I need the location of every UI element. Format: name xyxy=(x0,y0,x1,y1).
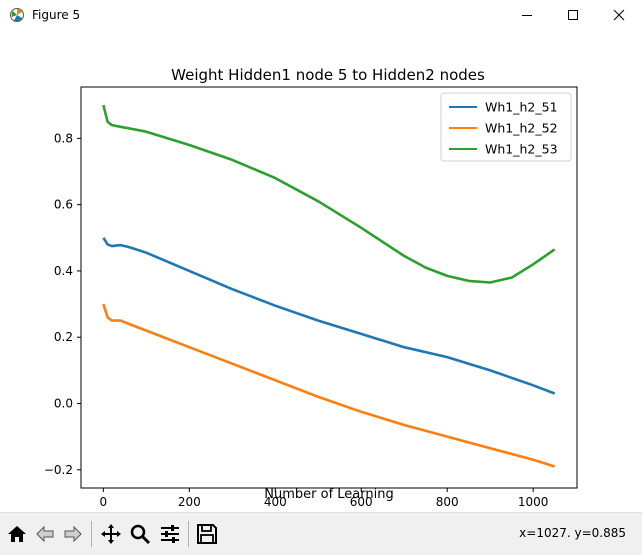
forward-arrow-icon xyxy=(64,525,82,543)
series-line-3 xyxy=(102,104,556,284)
back-button[interactable] xyxy=(33,522,57,546)
zoom-icon xyxy=(130,524,151,545)
x-tick-label: 1000 xyxy=(518,495,549,509)
minimize-button[interactable] xyxy=(504,0,550,30)
legend-label: Wh1_h2_52 xyxy=(485,121,558,136)
configure-subplots-button[interactable] xyxy=(158,522,182,546)
minimize-icon xyxy=(522,15,532,16)
y-tick-label: 0.4 xyxy=(54,264,73,278)
title-bar: Figure 5 xyxy=(0,0,642,30)
navigation-toolbar: x=1027. y=0.885 xyxy=(0,512,642,555)
y-tick-label: 0.0 xyxy=(54,396,73,410)
axes-frame xyxy=(80,86,578,489)
x-axis-ticks: 0 200 400 600 800 1000 xyxy=(100,488,549,509)
maximize-icon xyxy=(568,10,578,20)
home-button[interactable] xyxy=(5,522,29,546)
x-tick-label: 0 xyxy=(100,495,108,509)
chart-title: Weight Hidden1 node 5 to Hidden2 nodes xyxy=(171,66,485,84)
y-tick-label: 0.8 xyxy=(54,131,73,145)
maximize-button[interactable] xyxy=(550,0,596,30)
pan-button[interactable] xyxy=(99,522,123,546)
cursor-coordinates: x=1027. y=0.885 xyxy=(519,526,626,540)
home-icon xyxy=(8,526,26,542)
back-arrow-icon xyxy=(36,525,54,543)
x-tick-label: 400 xyxy=(264,495,287,509)
y-tick-label: −0.2 xyxy=(44,463,73,477)
matplotlib-icon xyxy=(10,8,24,22)
toolbar-separator xyxy=(91,521,92,547)
x-tick-label: 800 xyxy=(436,495,459,509)
figure-canvas[interactable]: Weight Hidden1 node 5 to Hidden2 nodes 0… xyxy=(0,30,642,512)
line-chart: Weight Hidden1 node 5 to Hidden2 nodes 0… xyxy=(44,66,578,509)
legend: Wh1_h2_51 Wh1_h2_52 Wh1_h2_53 xyxy=(440,92,572,162)
legend-label: Wh1_h2_51 xyxy=(485,100,558,115)
configure-subplots-icon xyxy=(161,525,179,543)
x-tick-label: 200 xyxy=(178,495,201,509)
y-tick-label: 0.6 xyxy=(54,198,73,212)
toolbar-separator xyxy=(188,521,189,547)
x-tick-label: 600 xyxy=(350,495,373,509)
plot-lines xyxy=(102,104,556,468)
series-line-1 xyxy=(102,237,556,395)
save-icon xyxy=(197,524,217,544)
forward-button[interactable] xyxy=(61,522,85,546)
legend-label: Wh1_h2_53 xyxy=(485,142,558,157)
window-title: Figure 5 xyxy=(32,8,81,22)
pan-icon xyxy=(101,524,121,544)
zoom-button[interactable] xyxy=(128,522,152,546)
legend-box xyxy=(440,92,572,162)
close-icon xyxy=(613,9,625,21)
series-line-2 xyxy=(102,303,555,468)
x-axis-label: Number of Learning xyxy=(264,487,393,502)
save-button[interactable] xyxy=(195,522,219,546)
y-axis-ticks: −0.2 0.0 0.2 0.4 0.6 0.8 xyxy=(44,131,81,477)
y-tick-label: 0.2 xyxy=(54,330,73,344)
close-button[interactable] xyxy=(596,0,642,30)
